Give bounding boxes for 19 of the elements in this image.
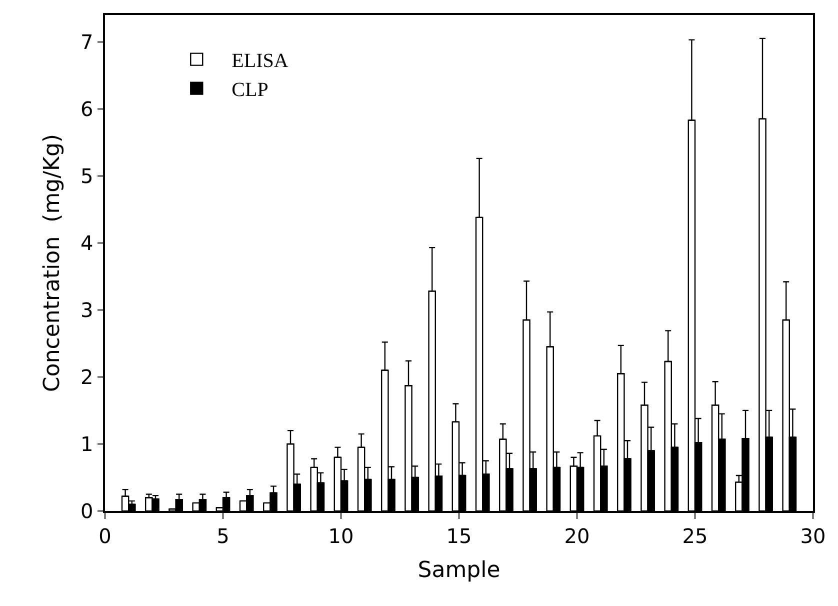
x-axis-title: Sample [418,558,500,584]
y-tick-label: 7 [80,30,94,54]
y-tick-label: 5 [80,164,94,188]
x-tick-label: 20 [564,524,590,548]
x-tick-label: 15 [446,524,472,548]
y-tick-label: 2 [80,364,94,389]
y-tick-label: 1 [80,432,94,456]
x-tick-label: 30 [800,524,826,548]
y-tick-label: 4 [80,230,94,255]
y-axis-title: Concentration (mg/Kg) [40,134,65,392]
y-tick-label: 6 [80,96,94,121]
x-tick-label: 25 [682,524,708,548]
legend-label: ELISA [232,50,289,72]
legend-label: CLP [232,79,268,102]
x-tick-label: 5 [216,524,230,548]
x-tick-label: 10 [328,524,354,548]
y-tick-label: 3 [80,298,94,322]
x-tick-label: 0 [98,524,112,548]
y-tick-label: 0 [80,499,94,523]
